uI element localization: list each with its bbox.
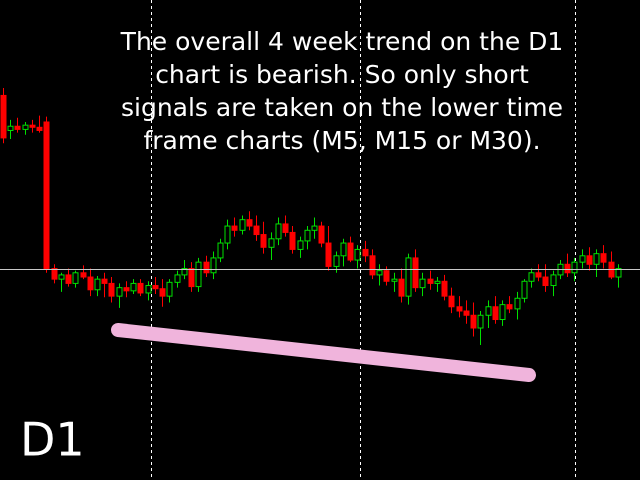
candle-body bbox=[398, 278, 405, 297]
candle-body bbox=[282, 223, 289, 233]
period-separators bbox=[151, 0, 576, 480]
candle-body bbox=[528, 272, 535, 282]
candle-body bbox=[470, 314, 477, 329]
candle-body bbox=[499, 304, 506, 321]
candle-body bbox=[456, 306, 463, 312]
candle-body bbox=[340, 242, 347, 257]
candle-body bbox=[304, 229, 311, 242]
candle-body bbox=[29, 124, 36, 128]
timeframe-label: D1 bbox=[20, 413, 85, 467]
candle-body bbox=[116, 287, 123, 297]
annotation-line: The overall 4 week trend on the D1 bbox=[120, 27, 564, 56]
candle-body bbox=[7, 125, 14, 131]
candle-body bbox=[615, 268, 622, 278]
candle-body bbox=[354, 248, 361, 261]
candle-body bbox=[80, 272, 87, 278]
candle-body bbox=[0, 94, 7, 139]
candle-body bbox=[318, 225, 325, 244]
candle-body bbox=[166, 281, 173, 297]
candle-body bbox=[311, 225, 318, 231]
candle-body bbox=[217, 242, 224, 259]
candle-body bbox=[434, 280, 441, 284]
candle-body bbox=[253, 225, 260, 236]
candle-body bbox=[550, 274, 557, 287]
candle-body bbox=[203, 261, 210, 274]
candle-body bbox=[246, 219, 253, 227]
candle-body bbox=[130, 282, 137, 292]
candle-body bbox=[485, 306, 492, 316]
candle-body bbox=[181, 268, 188, 276]
candles bbox=[0, 88, 622, 345]
candle-body bbox=[405, 257, 412, 297]
candle-body bbox=[412, 257, 419, 289]
candle-body bbox=[145, 285, 152, 294]
candle-body bbox=[101, 278, 108, 284]
candle-body bbox=[463, 310, 470, 316]
candle-body bbox=[152, 285, 159, 290]
candle-body bbox=[224, 225, 231, 244]
candle-body bbox=[593, 253, 600, 265]
candle-body bbox=[51, 268, 58, 280]
candle-body bbox=[231, 225, 238, 231]
candle-body bbox=[123, 287, 130, 292]
candle-body bbox=[477, 314, 484, 329]
candle-body bbox=[260, 234, 267, 248]
candle-body bbox=[600, 253, 607, 263]
candle-body bbox=[376, 270, 383, 276]
candle-body bbox=[419, 278, 426, 289]
candle-body bbox=[391, 278, 398, 282]
candle-body bbox=[174, 274, 181, 283]
candle-body bbox=[108, 282, 115, 297]
candle-body bbox=[586, 255, 593, 265]
candle-body bbox=[58, 274, 65, 280]
trend-line bbox=[111, 323, 536, 382]
candle-body bbox=[289, 231, 296, 250]
candle-body bbox=[195, 261, 202, 288]
candle-body bbox=[506, 304, 513, 310]
candle-body bbox=[579, 255, 586, 263]
candle-body bbox=[137, 282, 144, 294]
candle-body bbox=[448, 295, 455, 308]
candle-body bbox=[514, 297, 521, 310]
candle-body bbox=[72, 272, 79, 284]
candle-body bbox=[571, 261, 578, 274]
candle-body bbox=[239, 219, 246, 231]
candle-body bbox=[36, 126, 43, 131]
candle-body bbox=[275, 223, 282, 240]
candle-body bbox=[441, 280, 448, 297]
candle-body bbox=[22, 124, 29, 130]
candle-body bbox=[535, 272, 542, 278]
candle-body bbox=[369, 255, 376, 276]
candle-body bbox=[542, 276, 549, 287]
candle-body bbox=[564, 263, 571, 274]
candle-body bbox=[427, 278, 434, 284]
candle-body bbox=[87, 276, 94, 291]
candle-body bbox=[268, 238, 275, 248]
candle-body bbox=[362, 248, 369, 257]
candle-body bbox=[210, 257, 217, 274]
candle-body bbox=[159, 288, 166, 297]
candle-body bbox=[521, 280, 528, 299]
candle-body bbox=[94, 278, 101, 291]
candle-body bbox=[14, 125, 21, 130]
annotation-line: chart is bearish. So only short bbox=[155, 60, 529, 89]
candle-body bbox=[383, 270, 390, 282]
annotation-line: signals are taken on the lower time bbox=[121, 93, 563, 122]
candle-body bbox=[325, 242, 332, 267]
candle-body bbox=[65, 274, 72, 284]
candle-body bbox=[43, 121, 50, 270]
candle-body bbox=[297, 240, 304, 250]
candle-body bbox=[492, 306, 499, 321]
annotation-line: frame charts (M5, M15 or M30). bbox=[143, 126, 540, 155]
candle-body bbox=[333, 255, 340, 267]
candle-body bbox=[188, 268, 195, 288]
candle-body bbox=[347, 242, 354, 261]
